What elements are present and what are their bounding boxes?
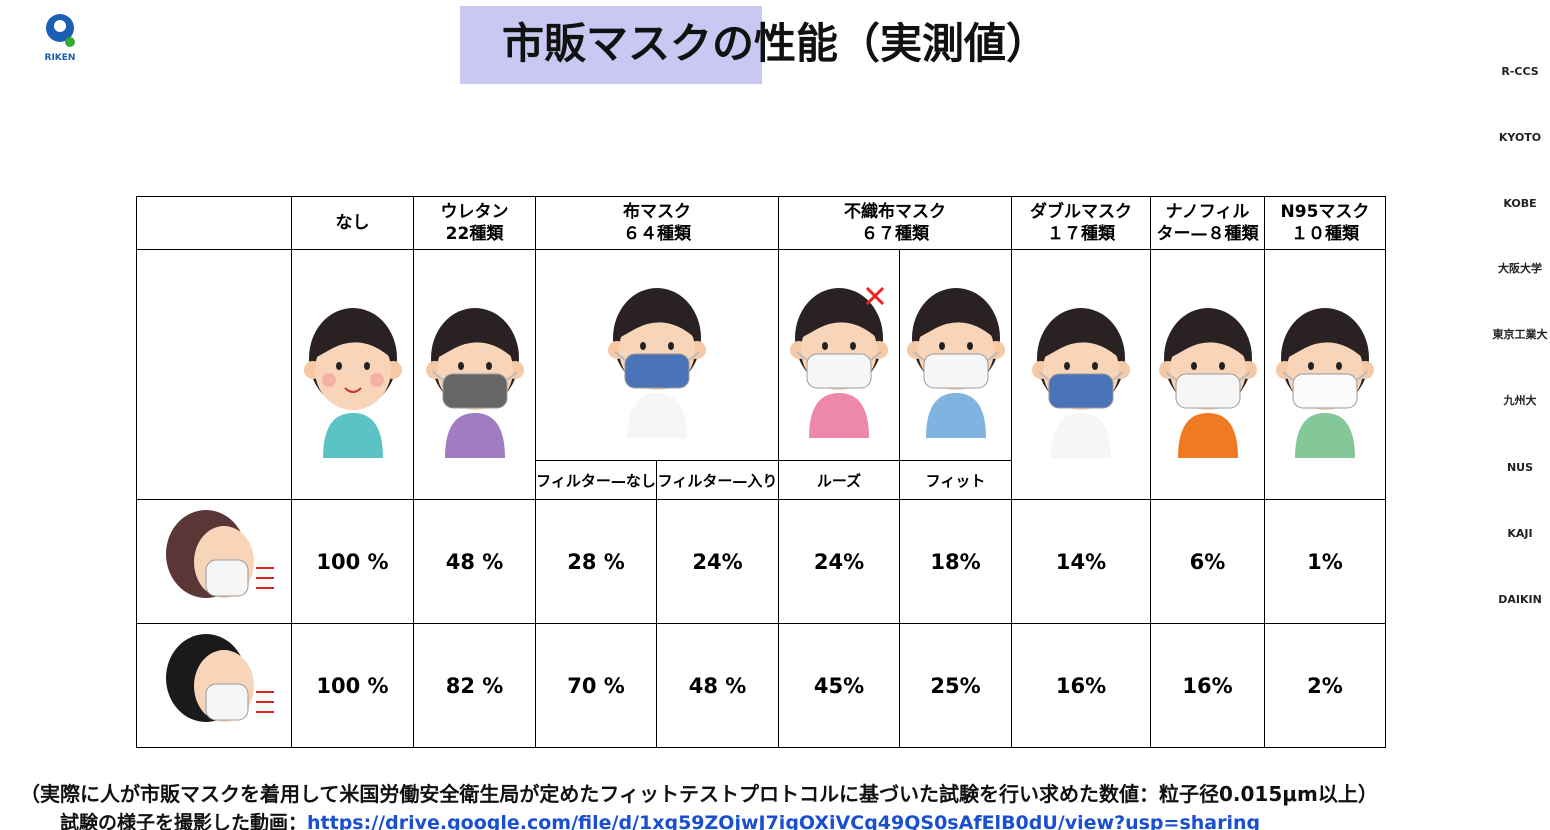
partner-logos: R-CCS KYOTO KOBE 大阪大学東京工業大九州大 NUS KAJI DAIKIN xyxy=(1490,12,1550,606)
face-illustration xyxy=(291,249,414,500)
column-name: ダブルマスク xyxy=(1030,202,1132,222)
value-cell: 100 % xyxy=(291,623,414,748)
partner-logo: 大阪大学 xyxy=(1498,262,1542,275)
partner-logo: 東京工業大 xyxy=(1492,328,1548,341)
video-label: 試験の様子を撮影した動画： xyxy=(60,812,308,830)
profile-illustration xyxy=(136,623,292,748)
profile xyxy=(166,509,274,598)
value-cell: 16% xyxy=(1011,623,1151,748)
column-header: ダブルマスク １７種類 xyxy=(1011,196,1151,250)
face xyxy=(790,286,888,438)
column-count: １０種類 xyxy=(1291,224,1359,244)
value-cell: 45% xyxy=(778,623,900,748)
profile xyxy=(166,633,274,722)
value-cell: 16% xyxy=(1150,623,1265,748)
value-cell: 70 % xyxy=(535,623,657,748)
value-cell: 48 % xyxy=(413,499,536,624)
face xyxy=(425,307,524,458)
video-link[interactable]: https://drive.google.com/file/d/1xg59ZOj… xyxy=(307,812,1261,830)
header-row: なし ウレタン 22種類 布マスク ６４種類 不織布マスク ６７種類 ダブルマスク １７種類 ナノ… xyxy=(136,196,1386,250)
value-cell: 82 % xyxy=(413,623,536,748)
footnote: （実際に人が市販マスクを着用して米国労働安全衛生局が定めたフィットテストプロトコ… xyxy=(20,782,1378,806)
face-illustration xyxy=(1011,249,1151,500)
column-name: N95マスク xyxy=(1280,202,1370,222)
partner-logo: KOBE xyxy=(1503,197,1537,210)
partner-logo: NUS xyxy=(1506,461,1534,474)
face xyxy=(1032,307,1130,458)
face xyxy=(303,307,402,458)
face xyxy=(608,288,706,438)
logo-icon xyxy=(46,14,75,47)
partner-logo: R-CCS xyxy=(1501,65,1539,78)
column-name: 布マスク xyxy=(623,202,691,222)
partner-logo: KAJI xyxy=(1507,527,1533,540)
value-cell: 6% xyxy=(1150,499,1265,624)
value-cell: 1% xyxy=(1264,499,1386,624)
partner-logo: DAIKIN xyxy=(1498,593,1542,606)
value-cell: 14% xyxy=(1011,499,1151,624)
face xyxy=(1276,307,1374,458)
value-cell: 24% xyxy=(778,499,900,624)
title: 市販マスクの性能（実測値） xyxy=(501,19,1048,68)
image-row xyxy=(136,249,1386,500)
value-cell: 28 % xyxy=(535,499,657,624)
corner xyxy=(136,196,292,250)
face-illustration xyxy=(778,249,900,461)
column-count: 22種類 xyxy=(445,224,504,244)
face-illustration xyxy=(899,249,1012,461)
riken-logo: RIKEN xyxy=(40,10,80,63)
logo-text: RIKEN xyxy=(44,53,76,63)
column-header: 布マスク ６４種類 xyxy=(535,196,779,250)
column-header: ウレタン 22種類 xyxy=(413,196,536,250)
column-name: 不織布マスク xyxy=(844,202,946,222)
value-cell: 100 % xyxy=(291,499,414,624)
face xyxy=(906,288,1005,438)
face-illustration xyxy=(1150,249,1265,500)
value-cell: 25% xyxy=(899,623,1012,748)
subheader: ルーズ xyxy=(778,460,900,500)
blank xyxy=(136,249,292,500)
column-count: ６４種類 xyxy=(623,224,691,244)
face-illustration xyxy=(1264,249,1386,500)
column-header: ナノフィル ター—８種類 xyxy=(1150,196,1265,250)
value-cell: 18% xyxy=(899,499,1012,624)
partner-logo: 九州大 xyxy=(1503,394,1537,407)
value-row: 100 % 82 % 70 % 48 % 45% 25% 16% 16% 2% xyxy=(136,623,1386,748)
value-row: 100 % 48 % 28 % 24% 24% 18% 14% 6% 1% xyxy=(136,499,1386,624)
title-highlight xyxy=(460,6,762,84)
column-name: ウレタン xyxy=(440,202,509,222)
face xyxy=(1158,307,1257,458)
subheader: フィルター—なし xyxy=(535,460,657,500)
column-header: 不織布マスク ６７種類 xyxy=(778,196,1012,250)
column-header: なし xyxy=(291,196,414,250)
video-line: 試験の様子を撮影した動画：https://drive.google.com/fi… xyxy=(60,808,1260,830)
face-illustration xyxy=(535,249,779,461)
value-cell: 48 % xyxy=(656,623,779,748)
face-illustration xyxy=(413,249,536,500)
mask-table: なし ウレタン 22種類 布マスク ６４種類 不織布マスク ６７種類 ダブルマスク １７種類 ナノ… xyxy=(136,196,1386,748)
column-count: ター—８種類 xyxy=(1156,224,1259,244)
profile-illustration xyxy=(136,499,292,624)
subheader: フィルター—入り xyxy=(656,460,779,500)
subheader-row: フィルター—なし フィルター—入り ルーズ フィット xyxy=(137,460,1386,500)
value-cell: 24% xyxy=(656,499,779,624)
column-count: １７種類 xyxy=(1047,224,1115,244)
column-name: ナノフィル xyxy=(1165,202,1250,222)
subheader: フィット xyxy=(899,460,1012,500)
column-header: N95マスク １０種類 xyxy=(1264,196,1386,250)
column-count: ６７種類 xyxy=(861,224,929,244)
partner-logo: KYOTO xyxy=(1498,131,1542,144)
value-cell: 2% xyxy=(1264,623,1386,748)
column-name: なし xyxy=(335,213,370,233)
